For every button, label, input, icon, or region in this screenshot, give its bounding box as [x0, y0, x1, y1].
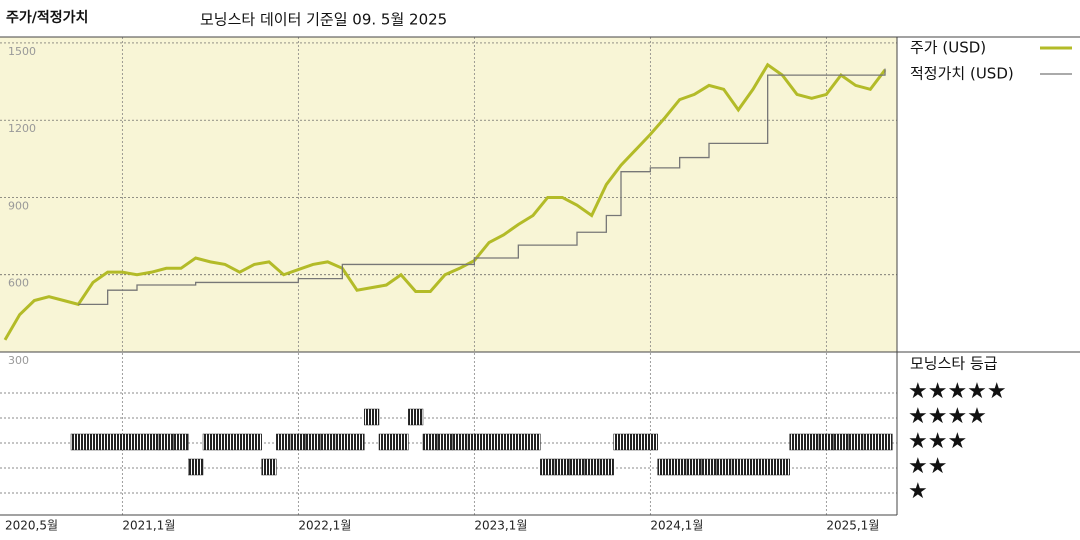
rating-bar	[818, 433, 834, 451]
rating-bar	[481, 433, 497, 451]
rating-bar	[569, 458, 585, 476]
x-tick-label: 2024,1월	[650, 519, 703, 533]
rating-bar	[246, 433, 262, 451]
rating-bar	[716, 458, 732, 476]
rating-bar	[745, 458, 761, 476]
x-tick-label: 2020,5월	[5, 519, 58, 533]
legend-label: 주가 (USD)	[910, 39, 986, 57]
x-tick-label: 2025,1월	[826, 519, 879, 533]
rating-bar	[804, 433, 820, 451]
rating-bar	[686, 458, 702, 476]
rating-bar	[290, 433, 306, 451]
plot-background	[0, 37, 897, 352]
rating-bar	[789, 433, 805, 451]
rating-bar	[158, 433, 174, 451]
rating-bar	[525, 433, 541, 451]
rating-bar	[173, 433, 189, 451]
y-tick-label: 600	[8, 277, 29, 290]
rating-bar	[305, 433, 321, 451]
rating-bar	[833, 433, 849, 451]
rating-bar	[349, 433, 365, 451]
y-tick-label: 1500	[8, 45, 36, 58]
rating-bar	[760, 458, 776, 476]
rating-title: 모닝스타 등급	[910, 355, 998, 373]
rating-bar	[862, 433, 878, 451]
rating-bar	[730, 458, 746, 476]
rating-bar	[378, 433, 394, 451]
rating-bar	[496, 433, 512, 451]
rating-bar	[510, 433, 526, 451]
rating-bar	[261, 458, 277, 476]
rating-level-label: ★★	[908, 454, 947, 479]
price-line	[3, 62, 887, 341]
chart-subtitle: 모닝스타 데이터 기준일 09. 5월 2025	[200, 11, 447, 29]
rating-bar	[85, 433, 101, 451]
rating-bar	[408, 408, 424, 426]
rating-bar	[642, 433, 658, 451]
rating-level-label: ★★★★	[908, 404, 987, 429]
y-tick-label: 1200	[8, 122, 36, 135]
rating-bar	[672, 458, 688, 476]
rating-bar	[848, 433, 864, 451]
rating-bar	[70, 433, 86, 451]
rating-bar	[613, 433, 629, 451]
rating-bar	[452, 433, 468, 451]
rating-bar	[393, 433, 409, 451]
rating-bar	[466, 433, 482, 451]
rating-bar	[217, 433, 233, 451]
rating-bar	[202, 433, 218, 451]
rating-bar	[114, 433, 130, 451]
rating-bar	[437, 433, 453, 451]
rating-bar	[144, 433, 160, 451]
rating-bar	[100, 433, 116, 451]
rating-bar	[232, 433, 248, 451]
rating-bar	[540, 458, 556, 476]
chart-title: 주가/적정가치	[6, 9, 88, 26]
rating-bar	[701, 458, 717, 476]
x-tick-label: 2022,1월	[298, 519, 351, 533]
rating-bar	[584, 458, 600, 476]
price-line	[78, 68, 886, 306]
rating-level-label: ★	[908, 479, 928, 504]
rating-bar	[422, 433, 438, 451]
rating-bar	[320, 433, 336, 451]
rating-bar	[628, 433, 644, 451]
rating-bar	[598, 458, 614, 476]
rating-bar	[334, 433, 350, 451]
rating-bar	[554, 458, 570, 476]
legend-label: 적정가치 (USD)	[910, 65, 1014, 83]
rating-bar	[364, 408, 380, 426]
y-tick-label: 900	[8, 199, 29, 212]
rating-level-label: ★★★★★	[908, 379, 1007, 404]
rating-level-label: ★★★	[908, 429, 967, 454]
rating-bar	[276, 433, 292, 451]
x-tick-label: 2023,1월	[474, 519, 527, 533]
rating-bar	[774, 458, 790, 476]
rating-bar	[129, 433, 145, 451]
rating-bar	[657, 458, 673, 476]
x-tick-label: 2021,1월	[122, 519, 175, 533]
rating-bar	[877, 433, 893, 451]
y-tick-label: 300	[8, 354, 29, 367]
rating-bar	[188, 458, 204, 476]
